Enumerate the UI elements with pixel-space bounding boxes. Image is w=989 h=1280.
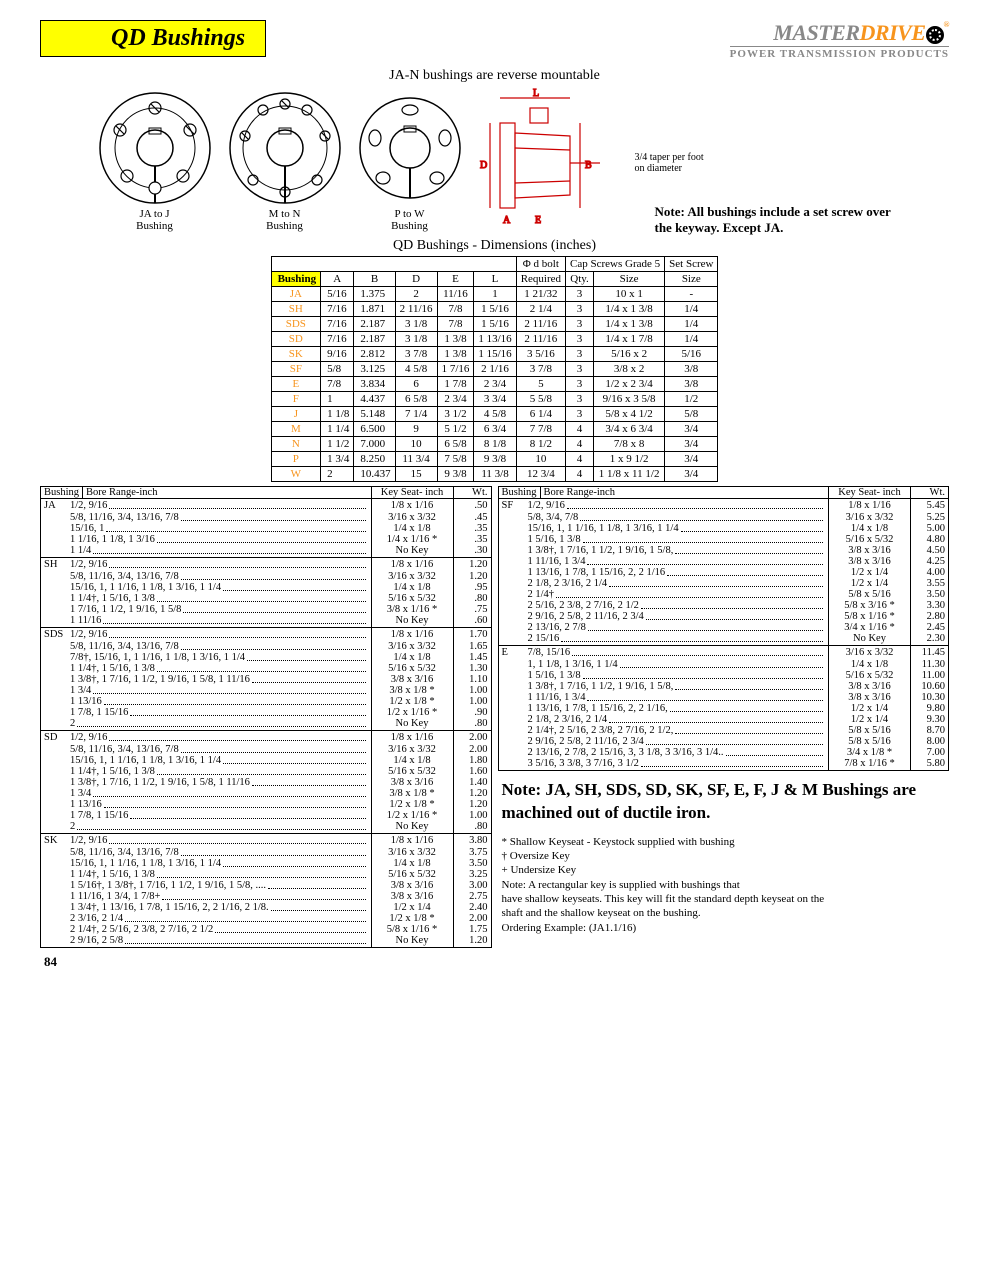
- svg-text:B: B: [585, 160, 592, 171]
- svg-text:L: L: [533, 88, 539, 99]
- diagram-label: JA to J Bushing: [95, 208, 215, 232]
- page-title: QD Bushings: [40, 20, 266, 57]
- bore-table-right: BushingBore Range-inchKey Seat- inchWt.S…: [498, 486, 950, 771]
- bushing-diagrams: JA to J Bushing M to N Bushing: [95, 88, 625, 232]
- bore-tables: BushingBore Range-inchKey Seat- inchWt.J…: [40, 486, 949, 948]
- brand-logo: MASTERDRIVE ®: [730, 20, 949, 46]
- bushing-front-icon: [225, 88, 345, 208]
- bushing-front-icon: [355, 88, 465, 208]
- bore-table-left: BushingBore Range-inchKey Seat- inchWt.J…: [40, 486, 492, 948]
- brand-tagline: POWER TRANSMISSION PRODUCTS: [730, 46, 949, 60]
- page-number: 84: [44, 954, 949, 970]
- dimensions-table: Φ d boltCap Screws Grade 5Set ScrewBushi…: [271, 256, 719, 482]
- svg-text:D: D: [480, 160, 487, 171]
- svg-text:A: A: [503, 215, 511, 226]
- brand-text-2: DRIVE: [860, 20, 926, 45]
- diagram-notes: 3/4 taper per foot on diameter Note: All…: [635, 152, 895, 236]
- svg-text:E: E: [535, 215, 541, 226]
- page-header: QD Bushings MASTERDRIVE ® POWER TRANSMISS…: [40, 20, 949, 60]
- diagram-p-w: P to W Bushing: [355, 88, 465, 232]
- diagram-side: L B D A E: [475, 88, 625, 232]
- reverse-mount-caption: JA-N bushings are reverse mountable: [40, 68, 949, 84]
- diagram-ja-j: JA to J Bushing: [95, 88, 215, 232]
- diagram-m-n: M to N Bushing: [225, 88, 345, 232]
- brand-block: MASTERDRIVE ® POWER TRANSMISSION PRODUCTS: [730, 20, 949, 60]
- dim-table-caption: QD Bushings - Dimensions (inches): [40, 238, 949, 254]
- footnotes: * Shallow Keyseat - Keystock supplied wi…: [502, 835, 950, 935]
- gear-icon: [926, 26, 944, 44]
- diagram-label: M to N Bushing: [225, 208, 345, 232]
- taper-note: 3/4 taper per foot on diameter: [635, 152, 895, 174]
- ductile-iron-note: Note: JA, SH, SDS, SD, SK, SF, E, F, J &…: [502, 779, 950, 825]
- diagram-label: P to W Bushing: [355, 208, 465, 232]
- bushing-front-icon: [95, 88, 215, 208]
- diagram-row: JA to J Bushing M to N Bushing: [40, 88, 949, 236]
- bushing-side-icon: L B D A E: [475, 88, 625, 228]
- brand-text-1: MASTER: [773, 20, 859, 45]
- set-screw-note: Note: All bushings include a set screw o…: [655, 204, 895, 236]
- registered-icon: ®: [944, 20, 949, 29]
